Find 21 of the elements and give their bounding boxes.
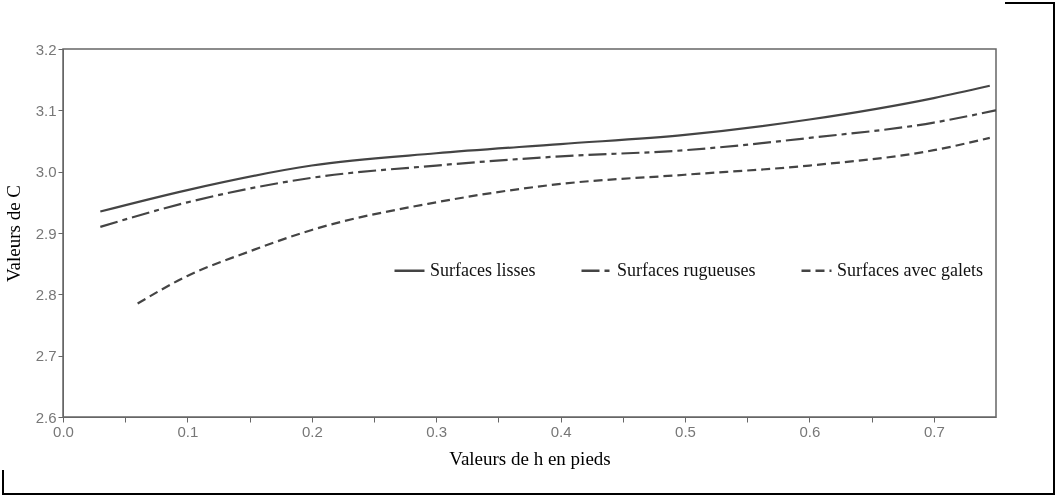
line-series [136,136,991,305]
y-tick-label: 2.7 [35,347,57,365]
y-tick-label: 2.9 [35,224,57,242]
x-tick-label: 0.1 [177,422,199,440]
x-tick-label: 0.6 [799,422,821,440]
x-tick-label: 0.7 [923,422,945,440]
x-axis-title: Valeurs de h en pieds [449,447,611,469]
line-series [99,84,991,213]
y-tick-label: 3.0 [35,163,57,181]
y-tick-label: 3.1 [35,101,57,119]
x-tick-label: 0.5 [675,422,696,440]
y-axis-title: Valeurs de C [2,184,24,283]
x-tick-label: 0.4 [550,422,572,440]
x-tick-label: 0.3 [426,422,448,440]
line-series [99,109,998,228]
y-tick-label: 2.8 [35,285,57,303]
legend-label: Surfaces rugueuses [617,259,756,280]
y-tick-label: 3.2 [35,40,57,58]
legend-label: Surfaces avec galets [837,259,983,280]
x-tick-label: 0.2 [301,422,323,440]
legend-label: Surfaces lisses [430,259,536,280]
